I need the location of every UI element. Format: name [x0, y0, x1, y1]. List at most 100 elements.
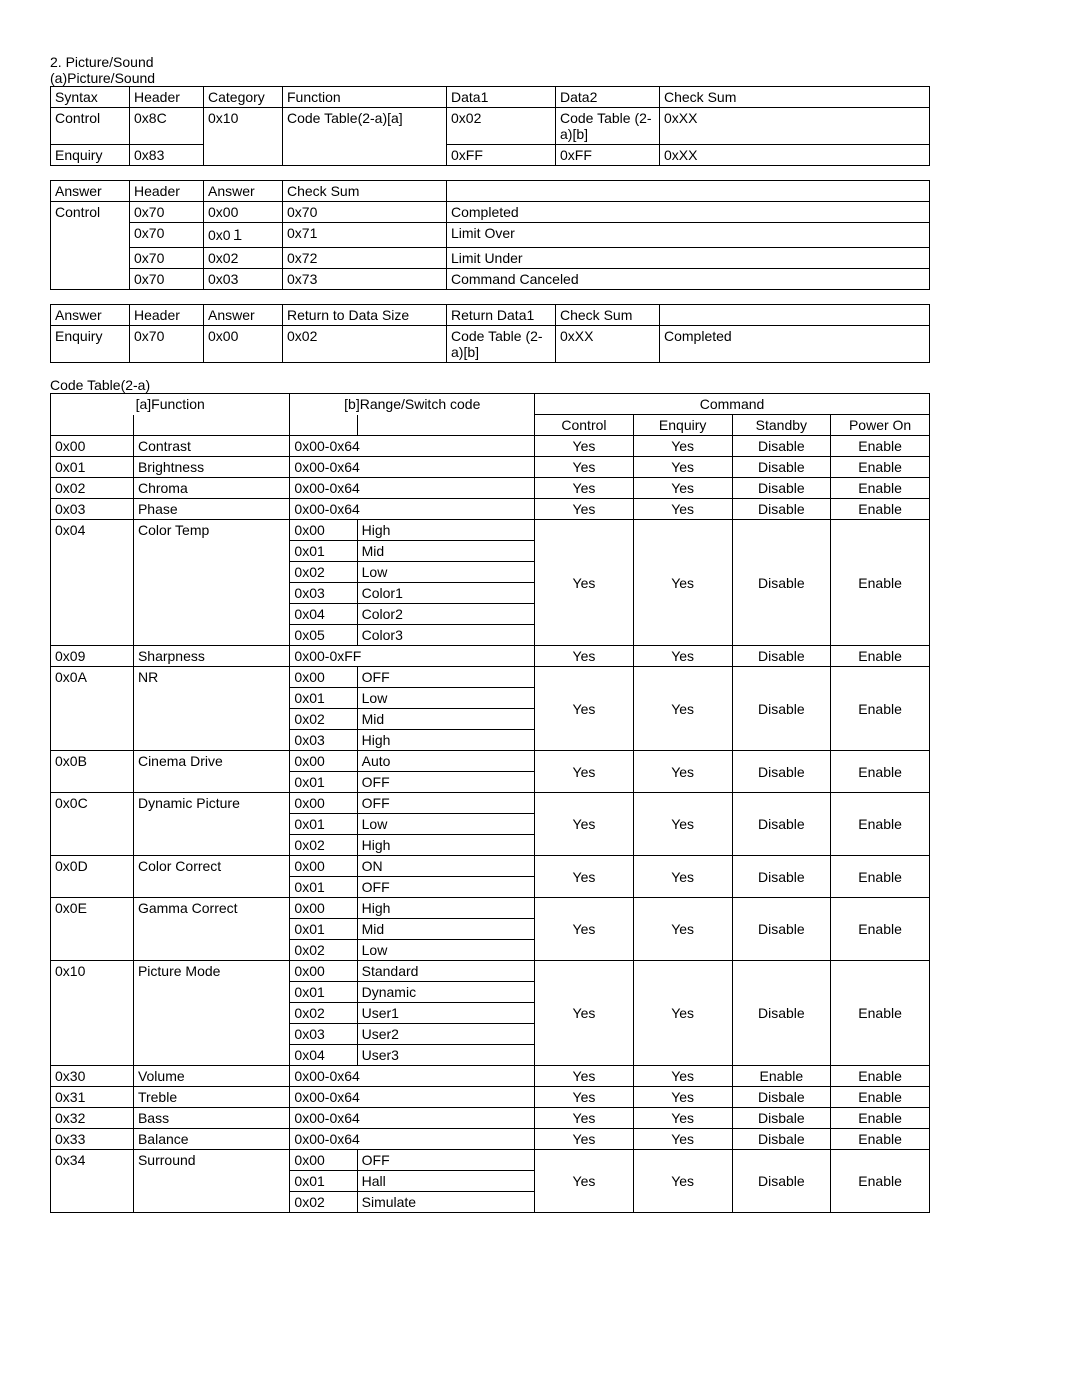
ct-code: 0x0C — [51, 793, 134, 814]
ct-cmd: Enable — [831, 793, 930, 856]
ct-function-cont — [133, 1192, 289, 1213]
ct-code-cont — [51, 1192, 134, 1213]
ct-range-label: Mid — [357, 541, 534, 562]
ct-range-code: 0x03 — [290, 1024, 357, 1045]
blank — [357, 415, 534, 436]
ct-range-label: Color1 — [357, 583, 534, 604]
ct-range-label: OFF — [357, 772, 534, 793]
ct-code-cont — [51, 709, 134, 730]
ct-range-code: 0x00 — [290, 751, 357, 772]
cell — [283, 145, 447, 166]
ct-range-code: 0x01 — [290, 541, 357, 562]
ct-range: 0x00-0x64 — [290, 457, 535, 478]
ct-function: Phase — [133, 499, 289, 520]
ct-function-cont — [133, 541, 289, 562]
ct-code-cont — [51, 541, 134, 562]
ct-function: Color Correct — [133, 856, 289, 877]
code-table-title: Code Table(2-a) — [50, 377, 1030, 393]
ct-range-code: 0x00 — [290, 667, 357, 688]
ct-range-code: 0x02 — [290, 1192, 357, 1213]
ct-range-label: User1 — [357, 1003, 534, 1024]
ct-function: Sharpness — [133, 646, 289, 667]
head-range: [b]Range/Switch code — [290, 394, 535, 415]
ct-cmd: Disable — [732, 793, 831, 856]
cell: 0x00 — [204, 202, 283, 223]
ct-cmd: Enable — [831, 436, 930, 457]
ct-range: 0x00-0x64 — [290, 1066, 535, 1087]
cell: 0x0１ — [204, 223, 283, 248]
ct-range-code: 0x02 — [290, 835, 357, 856]
cell: 0xFF — [447, 145, 556, 166]
ct-cmd: Disable — [732, 478, 831, 499]
ct-function: Brightness — [133, 457, 289, 478]
col-checksum: Check Sum — [283, 181, 447, 202]
cell: Completed — [447, 202, 930, 223]
cell: 0xXX — [556, 326, 660, 363]
ct-code-cont — [51, 1045, 134, 1066]
ct-code-cont — [51, 814, 134, 835]
ct-range-code: 0x04 — [290, 1045, 357, 1066]
ct-cmd: Yes — [633, 1150, 732, 1213]
cell: Code Table (2-a)[b] — [556, 108, 660, 145]
ct-function-cont — [133, 1045, 289, 1066]
cell: Completed — [660, 326, 930, 363]
ct-cmd: Yes — [633, 751, 732, 793]
ct-range-code: 0x01 — [290, 688, 357, 709]
ct-range-code: 0x01 — [290, 982, 357, 1003]
ct-code-cont — [51, 835, 134, 856]
cell: 0x8C — [130, 108, 204, 145]
ct-code-cont — [51, 583, 134, 604]
ct-range-label: Hall — [357, 1171, 534, 1192]
ct-range-label: ON — [357, 856, 534, 877]
head-function: [a]Function — [51, 394, 290, 415]
ct-function: NR — [133, 667, 289, 688]
ct-cmd: Enable — [831, 667, 930, 751]
ct-range-code: 0x01 — [290, 877, 357, 898]
col-function: Function — [283, 87, 447, 108]
col-data2: Data2 — [556, 87, 660, 108]
ct-range-label: Low — [357, 562, 534, 583]
ct-code: 0x04 — [51, 520, 134, 541]
section-number: 2. Picture/Sound — [50, 54, 1030, 70]
cell: 0x70 — [130, 223, 204, 248]
ct-function-cont — [133, 919, 289, 940]
cell: 0x02 — [447, 108, 556, 145]
ct-range-label: High — [357, 730, 534, 751]
ct-cmd: Disable — [732, 499, 831, 520]
ct-code-cont — [51, 982, 134, 1003]
col-checksum: Check Sum — [556, 305, 660, 326]
ct-range-code: 0x04 — [290, 604, 357, 625]
ct-cmd: Yes — [535, 856, 634, 898]
ct-range-label: Low — [357, 940, 534, 961]
answer-enquiry-table: Answer Header Answer Return to Data Size… — [50, 304, 930, 363]
ct-code: 0x00 — [51, 436, 134, 457]
ct-function-cont — [133, 625, 289, 646]
col-syntax: Syntax — [51, 87, 130, 108]
ct-function: Color Temp — [133, 520, 289, 541]
ct-range-label: High — [357, 835, 534, 856]
ct-code: 0x10 — [51, 961, 134, 982]
ct-function-cont — [133, 877, 289, 898]
ct-range-label: Auto — [357, 751, 534, 772]
ct-code: 0x0E — [51, 898, 134, 919]
ct-cmd: Enable — [831, 961, 930, 1066]
col-answer2: Answer — [204, 181, 283, 202]
ct-cmd: Yes — [535, 1066, 634, 1087]
ct-function: Surround — [133, 1150, 289, 1171]
cell: Enquiry — [51, 326, 130, 363]
section-subtitle: (a)Picture/Sound — [50, 70, 1030, 86]
cell: 0x83 — [130, 145, 204, 166]
ct-function: Gamma Correct — [133, 898, 289, 919]
ct-cmd: Disable — [732, 751, 831, 793]
ct-range: 0x00-0xFF — [290, 646, 535, 667]
ct-cmd: Yes — [535, 1087, 634, 1108]
ct-function: Dynamic Picture — [133, 793, 289, 814]
ct-range-code: 0x02 — [290, 940, 357, 961]
ct-range-label: Low — [357, 814, 534, 835]
ct-cmd: Disable — [732, 856, 831, 898]
col-header: Header — [130, 181, 204, 202]
cell: 0xXX — [660, 108, 930, 145]
ct-range-label: Standard — [357, 961, 534, 982]
cell: 0x02 — [204, 248, 283, 269]
ct-cmd: Yes — [535, 1108, 634, 1129]
